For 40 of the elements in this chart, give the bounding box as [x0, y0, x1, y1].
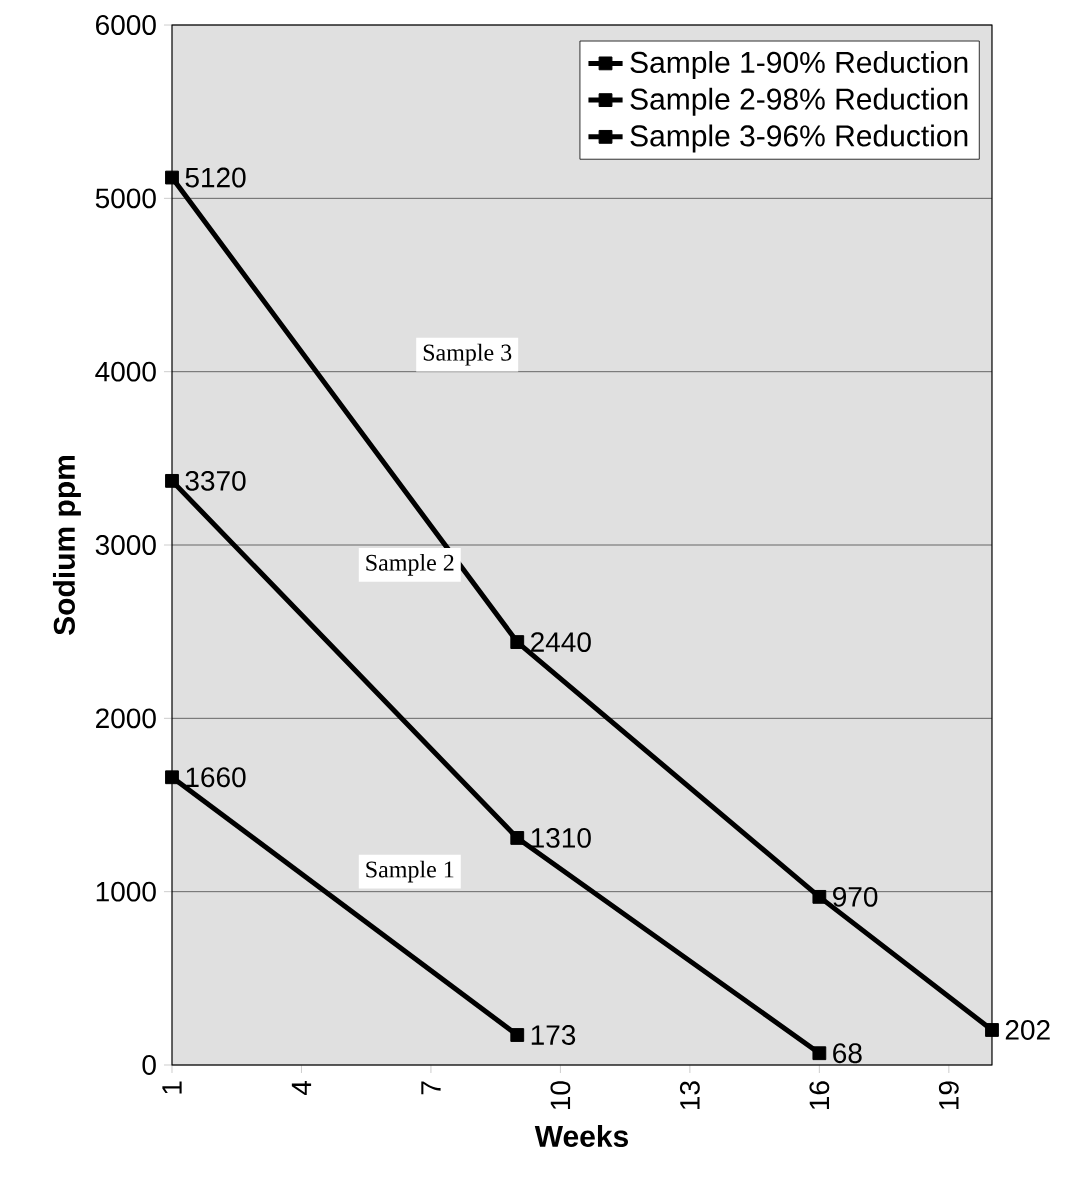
data-label: 1660	[186, 767, 246, 788]
y-tick-label: 5000	[95, 188, 156, 209]
legend-label: Sample 2-98% Reduction	[630, 87, 968, 116]
y-tick-label: 6000	[96, 15, 156, 35]
y-tick-label: 2000	[96, 708, 156, 729]
data-label: 970	[833, 886, 878, 907]
x-tick-label: 19	[938, 1081, 959, 1110]
x-tick-label: 1	[162, 1081, 182, 1094]
y-tick-label: 4000	[95, 361, 156, 382]
x-tick-label: 13	[679, 1081, 700, 1110]
y-tick-label: 0	[142, 1055, 156, 1075]
y-tick-label: 3000	[95, 535, 156, 555]
point	[165, 473, 179, 488]
y-tick-label: 1000	[96, 881, 156, 902]
legend-label: Sample 3-96% Reduction	[630, 124, 968, 153]
data-label: 173	[531, 1025, 576, 1045]
point	[165, 170, 179, 185]
x-axis-title: Weeks	[534, 1124, 628, 1147]
data-label: 68	[833, 1043, 862, 1064]
data-label: 1310	[531, 828, 591, 848]
x-tick-label: 10	[550, 1081, 571, 1110]
annotation: Sample 3	[423, 343, 512, 366]
point	[510, 831, 525, 845]
annotation: Sample 2	[366, 553, 454, 576]
point	[985, 1023, 999, 1037]
data-label: 2440	[531, 632, 591, 652]
data-label: 202	[1005, 1020, 1050, 1040]
point	[165, 770, 179, 785]
legend-label: Sample 1-90% Reduction	[630, 51, 968, 79]
data-label: 5120	[185, 167, 246, 188]
x-tick-label: 16	[809, 1081, 830, 1110]
x-tick-label: 7	[421, 1081, 441, 1095]
point	[510, 635, 525, 649]
data-label: 3370	[185, 470, 246, 491]
y-axis-title: Sodium ppm	[52, 456, 81, 635]
point	[812, 1046, 827, 1061]
annotation: Sample 1	[366, 860, 454, 883]
x-tick-label: 4	[291, 1080, 312, 1096]
point	[510, 1028, 525, 1042]
point	[812, 889, 827, 904]
